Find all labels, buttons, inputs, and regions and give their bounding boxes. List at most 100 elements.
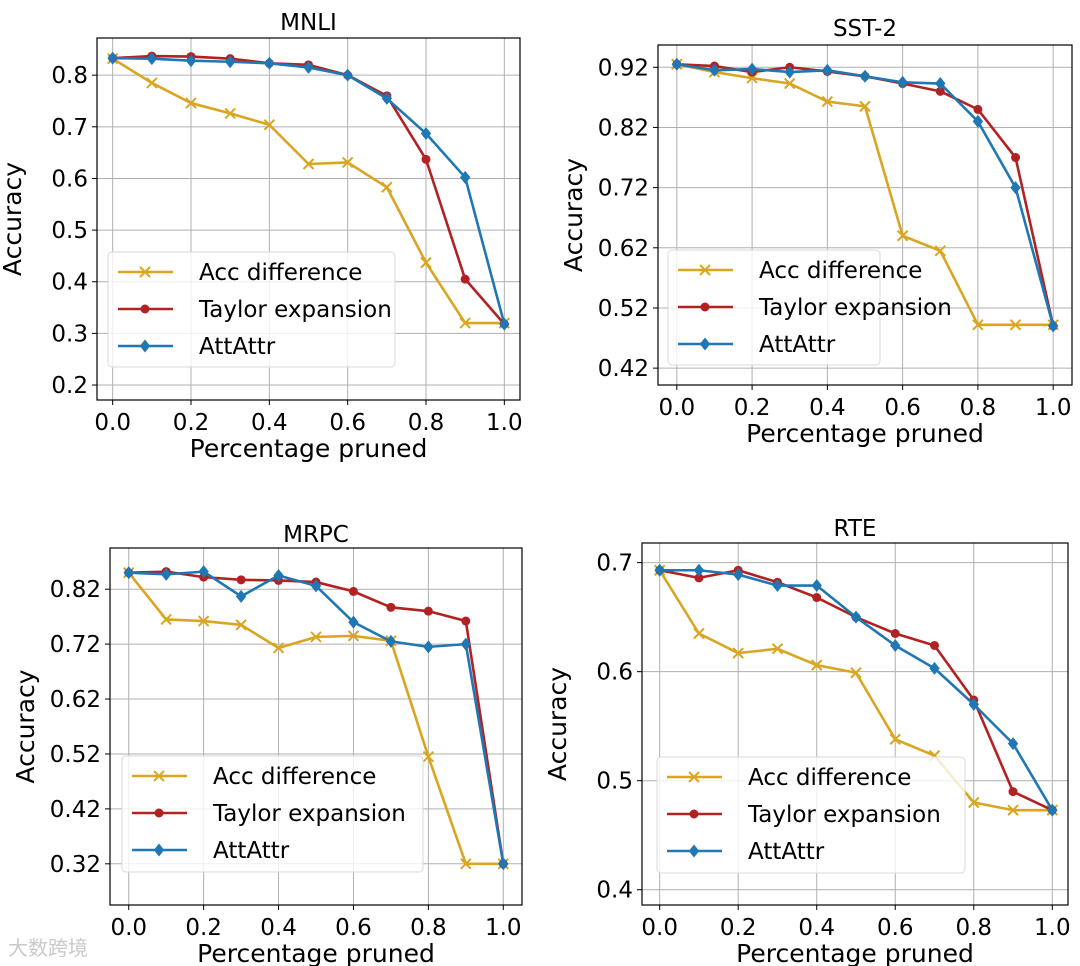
y-tick-label: 0.82 [598,115,649,141]
circle-marker [140,304,150,314]
y-tick-label: 0.6 [596,660,633,686]
diamond-marker [224,55,236,69]
x-marker [302,158,315,170]
legend: Acc difference Taylor expansion AttAttr [667,249,952,366]
x-marker [896,230,909,242]
x-marker [347,630,360,642]
legend-label: Acc difference [748,765,911,791]
legend-label: AttAttr [199,334,276,360]
x-tick-label: 0.4 [798,915,835,941]
diamond-marker [811,579,822,593]
y-tick-label: 0.7 [51,115,88,141]
x-marker [732,647,744,659]
legend-box [656,756,966,874]
y-tick-label: 0.52 [50,742,101,768]
diamond-marker [850,610,862,624]
diamond-marker [746,62,758,76]
diamond-marker [146,52,158,66]
x-marker [1007,804,1019,816]
diamond-marker [498,857,509,871]
x-marker [310,631,322,643]
diamond-marker [1007,737,1019,751]
x-tick-label: 0.4 [251,410,288,436]
x-tick-label: 0.4 [260,915,297,941]
x-marker [1009,319,1022,331]
x-marker [420,256,432,269]
y-tick-label: 0.7 [596,551,633,577]
y-tick-label: 0.62 [598,236,649,262]
circle-marker [689,809,699,819]
subplot-mnli: 0.0 0.2 0.4 0.6 0.8 1.00.20.30.40.50.60.70.8A… [0,10,523,463]
series-attattr [671,57,1059,333]
x-tick-label: 0.0 [110,915,147,941]
x-tick-label: 0.2 [185,915,222,941]
y-tick-label: 0.5 [51,218,88,244]
x-marker [341,156,354,169]
x-marker [693,627,705,640]
x-tick-label: 1.0 [485,915,522,941]
x-marker [688,771,700,783]
circle-marker [1008,787,1018,797]
diamond-marker [671,57,683,71]
x-marker [771,643,784,655]
x-marker [422,751,435,763]
x-tick-label: 0.4 [809,395,846,421]
x-marker [821,95,834,108]
legend-label: AttAttr [759,332,836,358]
legend-label: Taylor expansion [212,801,406,827]
y-tick-label: 0.42 [598,356,649,382]
circle-marker [1011,153,1021,163]
circle-marker [930,640,940,650]
y-tick-label: 0.32 [50,852,101,878]
legend-label: Acc difference [199,260,362,286]
diamond-marker [385,634,397,648]
diamond-marker [929,661,940,675]
circle-marker [154,808,164,818]
diamond-marker [732,568,744,582]
diamond-marker [123,566,134,580]
x-tick-label: 0.6 [335,915,372,941]
x-marker [699,264,711,276]
x-marker [811,659,823,671]
x-marker [272,642,285,654]
legend: Acc difference Taylor expansion AttAttr [121,755,424,873]
plot-frame [96,37,521,401]
legend-label: Taylor expansion [747,802,941,828]
y-tick-label: 0.8 [51,63,88,89]
legend: Acc difference Taylor expansion AttAttr [107,251,396,368]
plot-frame [109,547,523,906]
x-tick-label: 0.8 [408,410,445,436]
y-axis-label: Accuracy [543,667,572,781]
diamond-marker [107,51,118,65]
x-axis-label: Percentage pruned [190,434,428,463]
x-axis-label: Percentage pruned [736,939,974,966]
legend: Acc difference Taylor expansion AttAttr [656,756,966,874]
diamond-marker [264,56,275,70]
diamond-marker [654,563,665,577]
x-marker [889,733,901,745]
y-tick-label: 0.4 [596,878,633,904]
legend-label: AttAttr [748,839,825,865]
x-tick-label: 0.0 [641,915,678,941]
plot-frame [641,542,1069,906]
diamond-marker [460,637,472,651]
y-tick-label: 0.6 [51,166,88,192]
diamond-marker [139,339,151,353]
circle-marker [461,616,471,626]
x-marker [160,613,172,626]
subplot-rte: 0.0 0.2 0.4 0.6 0.8 1.0 0.4 0.5 0.6 0.7 Acc differ… [543,516,1071,966]
x-tick-label: 0.6 [877,915,914,941]
diamond-marker [972,114,984,128]
x-marker [968,796,980,809]
legend-label: AttAttr [213,838,290,864]
x-tick-label: 0.2 [720,915,757,941]
x-marker [139,266,151,278]
diamond-marker [160,567,172,581]
diamond-marker [198,565,209,579]
diamond-marker [1047,803,1058,817]
x-marker [850,667,862,679]
chart-title: MNLI [280,10,337,36]
circle-marker [700,302,710,312]
x-tick-label: 0.2 [173,410,210,436]
series-attattr [107,51,510,331]
